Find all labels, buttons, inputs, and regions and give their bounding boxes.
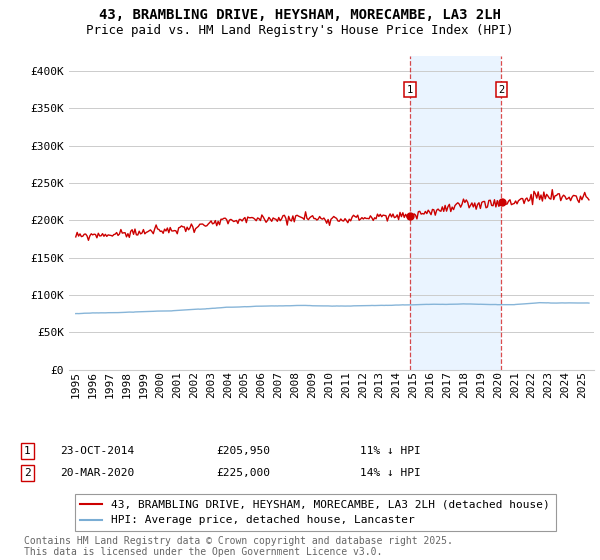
Text: Contains HM Land Registry data © Crown copyright and database right 2025.
This d: Contains HM Land Registry data © Crown c… xyxy=(24,535,453,557)
Text: Price paid vs. HM Land Registry's House Price Index (HPI): Price paid vs. HM Land Registry's House … xyxy=(86,24,514,36)
Legend: 43, BRAMBLING DRIVE, HEYSHAM, MORECAMBE, LA3 2LH (detached house), HPI: Average : 43, BRAMBLING DRIVE, HEYSHAM, MORECAMBE,… xyxy=(74,494,556,531)
Text: 11% ↓ HPI: 11% ↓ HPI xyxy=(360,446,421,456)
Text: 20-MAR-2020: 20-MAR-2020 xyxy=(60,468,134,478)
Text: 23-OCT-2014: 23-OCT-2014 xyxy=(60,446,134,456)
Text: 2: 2 xyxy=(24,468,31,478)
Text: £225,000: £225,000 xyxy=(216,468,270,478)
Text: 43, BRAMBLING DRIVE, HEYSHAM, MORECAMBE, LA3 2LH: 43, BRAMBLING DRIVE, HEYSHAM, MORECAMBE,… xyxy=(99,8,501,22)
Text: 2: 2 xyxy=(499,85,505,95)
Bar xyxy=(410,56,502,370)
Text: 1: 1 xyxy=(24,446,31,456)
Text: 14% ↓ HPI: 14% ↓ HPI xyxy=(360,468,421,478)
Text: 1: 1 xyxy=(407,85,413,95)
Text: £205,950: £205,950 xyxy=(216,446,270,456)
